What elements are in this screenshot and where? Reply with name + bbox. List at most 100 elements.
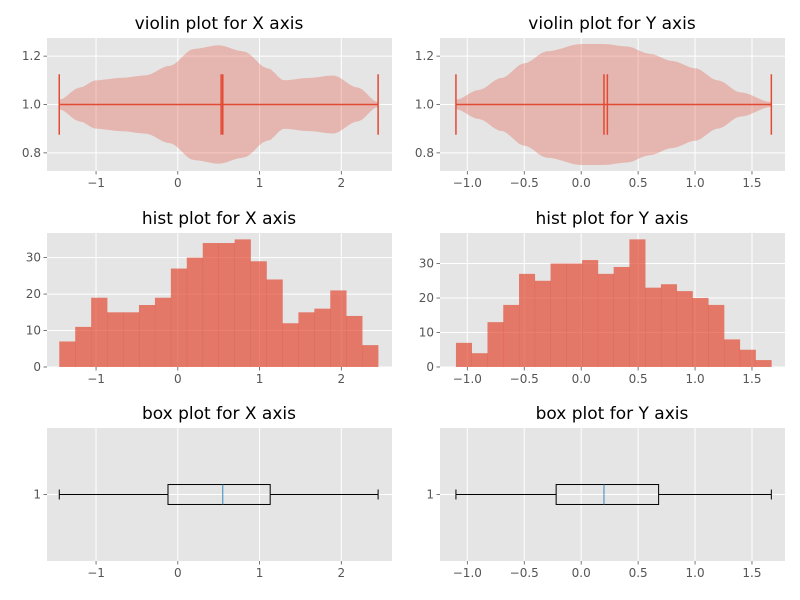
subplot-title: violin plot for Y axis [528,14,696,34]
x-tick-label: −0.5 [510,372,539,386]
y-tick-label: 30 [419,257,434,271]
hist-bar [676,291,693,367]
hist-bar [154,297,172,367]
x-tick-label: 1.5 [742,566,761,580]
x-tick-label: 2 [337,566,345,580]
x-tick-label: −1 [87,566,105,580]
x-tick-label: 1.0 [686,372,705,386]
y-tick-label: 20 [419,291,434,305]
hist-bar [660,284,678,367]
hist-bar [582,260,599,367]
hist-bar [534,280,551,367]
x-tick-label: 1.5 [742,176,761,190]
hist-bar [613,266,630,367]
hist-bar [298,312,315,367]
hist-bar [362,345,379,367]
hist-bar [91,297,108,367]
hist-bar [739,349,756,367]
x-tick-label: 0.5 [629,566,648,580]
hist-bar [234,239,251,367]
box-iqr [555,484,660,505]
x-tick-label: 1 [256,372,264,386]
hist-bar [202,243,219,367]
x-tick-label: −1.0 [453,176,482,190]
y-tick-label: 1.2 [22,49,41,63]
hist-bar [708,304,725,367]
subplot-box-y: box plot for Y axis −1.0 −0.5 0.0 0.5 1.0 1.5… [426,404,785,580]
hist-bar [123,312,140,367]
subplot-title: violin plot for X axis [135,14,304,34]
x-tick-label: 1.5 [742,372,761,386]
y-tick-label: 30 [26,251,41,265]
hist-bar [107,312,124,367]
hist-bar [170,268,188,367]
hist-bar [330,290,347,367]
hist-bar [455,342,473,367]
subplot-title: box plot for X axis [142,404,296,424]
subplot-title: hist plot for Y axis [535,209,688,229]
hist-bar [503,304,520,367]
x-tick-label: 1.0 [686,176,705,190]
x-tick-label: 0 [174,372,182,386]
x-tick-label: 1 [256,176,264,190]
hist-bar [487,322,504,367]
x-tick-label: −1 [87,176,105,190]
hist-bar [75,326,92,367]
subplot-violin-y: violin plot for Y axis −1.0 −0.5 0.0 0.5 1.0… [415,14,785,190]
x-tick-label: 0 [174,566,182,580]
x-tick-label: −1.0 [453,566,482,580]
x-tick-label: −0.5 [510,566,539,580]
y-tick-label: 10 [419,326,434,340]
y-tick-label: 1.0 [22,98,41,112]
y-tick-label: 20 [26,287,41,301]
hist-bar [138,305,156,367]
y-tick-label: 1 [426,488,434,502]
hist-bar [186,257,204,367]
subplot-title: hist plot for X axis [142,209,296,229]
x-tick-label: 2 [337,176,345,190]
hist-bar [282,323,299,367]
subplot-title: box plot for Y axis [536,404,689,424]
subplot-hist-y: hist plot for Y axis −1.0 −0.5 0.0 0.5 1.0 1.… [419,209,785,386]
y-tick-label: 0.8 [22,146,41,160]
hist-bar [645,287,662,367]
y-tick-label: 0 [33,360,41,374]
y-tick-label: 1 [33,488,41,502]
x-tick-label: 2 [337,372,345,386]
y-tick-label: 10 [26,324,41,338]
hist-bar [755,360,772,367]
subplot-violin-x: violin plot for X axis −1 0 1 2 0.8 1.0 1.2 [22,14,392,190]
x-tick-label: 0.5 [629,372,648,386]
hist-bar [471,353,488,367]
box-iqr [167,484,271,505]
x-tick-label: 0.0 [572,372,591,386]
hist-bar [629,239,646,367]
hist-bar [550,263,567,367]
x-tick-label: −0.5 [510,176,539,190]
hist-bar [566,263,583,367]
y-tick-label: 0 [426,360,434,374]
hist-bar [519,273,536,367]
x-tick-label: 0.0 [572,176,591,190]
hist-bar [597,273,614,367]
hist-bar [218,243,235,367]
x-tick-label: 0.0 [572,566,591,580]
hist-bar [724,339,741,367]
x-tick-label: 1.0 [686,566,705,580]
hist-bar [692,298,709,367]
x-tick-label: −1 [87,372,105,386]
x-tick-label: 0.5 [629,176,648,190]
hist-bar [346,315,363,367]
x-tick-label: 0 [174,176,182,190]
y-tick-label: 0.8 [415,146,434,160]
hist-bar [250,261,267,367]
subplot-box-x: box plot for X axis −1 0 1 2 1 [33,404,392,580]
y-tick-label: 1.0 [415,98,434,112]
hist-bar [266,279,283,367]
x-tick-label: 1 [256,566,264,580]
y-tick-label: 1.2 [415,49,434,63]
hist-bar [59,341,76,367]
hist-bar [314,308,331,367]
